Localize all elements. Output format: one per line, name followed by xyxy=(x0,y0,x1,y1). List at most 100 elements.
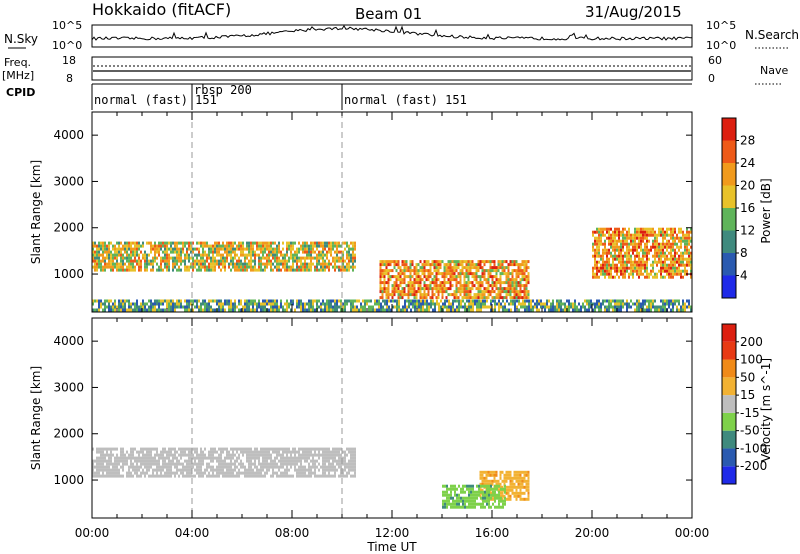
data-cell xyxy=(338,305,340,309)
data-cell xyxy=(246,302,248,306)
data-cell xyxy=(393,287,396,291)
data-cell xyxy=(510,299,512,303)
data-cell xyxy=(449,266,452,270)
data-cell xyxy=(614,239,616,243)
data-cell xyxy=(98,302,100,306)
data-cell xyxy=(108,299,110,303)
data-cell xyxy=(256,471,258,475)
data-cell xyxy=(411,281,414,285)
data-cell xyxy=(262,241,264,245)
data-cell xyxy=(490,308,492,312)
data-cell xyxy=(387,296,390,300)
data-cell xyxy=(92,256,94,260)
data-cell xyxy=(136,471,138,475)
data-cell xyxy=(168,247,170,251)
data-cell xyxy=(296,247,298,251)
data-cell xyxy=(672,305,674,309)
data-cell xyxy=(174,308,176,312)
data-cell xyxy=(668,227,670,231)
data-cell xyxy=(288,268,290,272)
data-cell xyxy=(346,241,348,245)
data-cell xyxy=(190,450,192,454)
data-cell xyxy=(96,244,98,248)
data-cell xyxy=(136,474,138,478)
data-cell xyxy=(160,259,162,263)
data-cell xyxy=(596,305,598,309)
data-cell xyxy=(166,305,168,309)
data-cell xyxy=(670,242,672,246)
data-cell xyxy=(230,262,232,266)
data-cell xyxy=(332,450,334,454)
data-cell xyxy=(210,259,212,263)
data-cell xyxy=(678,263,680,267)
data-cell xyxy=(98,308,100,312)
data-cell xyxy=(636,305,638,309)
data-cell xyxy=(606,266,608,270)
data-cell xyxy=(250,456,252,460)
data-cell xyxy=(220,256,222,260)
data-cell xyxy=(511,482,514,486)
data-cell xyxy=(419,266,422,270)
data-cell xyxy=(208,456,210,460)
data-cell xyxy=(487,275,490,279)
data-cell xyxy=(505,473,508,477)
data-cell xyxy=(484,490,486,494)
data-cell xyxy=(490,505,492,509)
data-cell xyxy=(424,302,426,306)
data-cell xyxy=(232,244,234,248)
y-tick-label: 4000 xyxy=(53,128,84,142)
data-cell xyxy=(244,256,246,260)
data-cell xyxy=(316,265,318,269)
data-cell xyxy=(334,299,336,303)
data-cell xyxy=(382,299,384,303)
data-cell xyxy=(568,302,570,306)
data-cell xyxy=(455,269,458,273)
data-cell xyxy=(542,302,544,306)
data-cell xyxy=(326,465,328,469)
data-cell xyxy=(521,278,524,282)
data-cell xyxy=(457,281,460,285)
data-cell xyxy=(162,459,164,463)
data-cell xyxy=(264,305,266,309)
data-cell xyxy=(501,281,504,285)
data-cell xyxy=(397,260,400,264)
data-cell xyxy=(439,287,442,291)
data-cell xyxy=(302,474,304,478)
data-cell xyxy=(598,245,600,249)
data-cell xyxy=(266,462,268,466)
data-cell xyxy=(208,299,210,303)
data-cell xyxy=(598,230,600,234)
data-cell xyxy=(630,257,632,261)
data-cell xyxy=(284,256,286,260)
data-cell xyxy=(274,450,276,454)
data-cell xyxy=(525,269,528,273)
data-cell xyxy=(652,245,654,249)
data-cell xyxy=(482,493,484,497)
data-cell xyxy=(354,471,356,475)
data-cell xyxy=(284,474,286,478)
data-cell xyxy=(266,459,268,463)
data-cell xyxy=(670,236,672,240)
data-cell xyxy=(525,479,528,483)
y-tick-label: 1000 xyxy=(53,267,84,281)
data-cell xyxy=(138,256,140,260)
data-cell xyxy=(288,462,290,466)
data-cell xyxy=(152,459,154,463)
data-cell xyxy=(278,465,280,469)
data-cell xyxy=(146,308,148,312)
data-cell xyxy=(477,269,480,273)
data-cell xyxy=(511,284,514,288)
data-cell xyxy=(240,268,242,272)
data-cell xyxy=(423,263,426,267)
data-cell xyxy=(473,296,476,300)
data-cell xyxy=(622,305,624,309)
data-cell xyxy=(176,268,178,272)
data-cell xyxy=(248,241,250,245)
data-cell xyxy=(312,456,314,460)
data-cell xyxy=(472,502,474,506)
data-cell xyxy=(250,462,252,466)
data-cell xyxy=(435,278,438,282)
data-cell xyxy=(158,253,160,257)
data-cell xyxy=(306,256,308,260)
data-cell xyxy=(487,284,490,288)
